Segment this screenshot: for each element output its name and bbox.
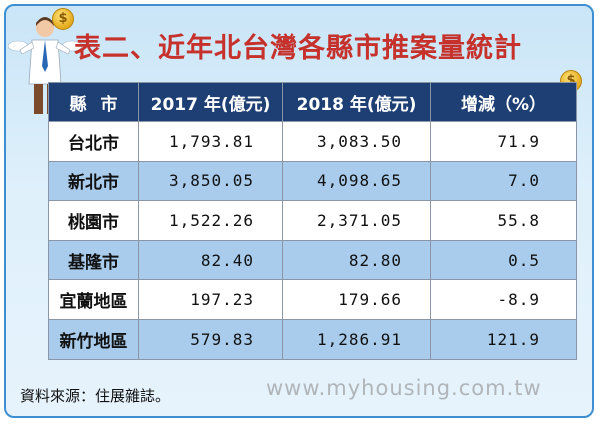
value-2018: 3,083.50 [282,121,431,162]
region-name: 桃園市 [48,200,139,241]
table-row: 新北市 3,850.05 4,098.65 7.0 [48,160,577,202]
table-row: 桃園市 1,522.26 2,371.05 55.8 [48,200,577,241]
value-2018: 1,286.91 [282,318,431,360]
region-name: 基隆市 [48,239,139,281]
value-2017: 1,522.26 [138,200,283,241]
value-2017: 1,793.81 [138,121,283,162]
value-change: 71.9 [430,121,577,162]
value-2017: 579.83 [138,318,283,360]
value-change: 121.9 [430,318,577,360]
statistics-table: 縣市 2017 年(億元) 2018 年(億元) 增減（%） 台北市 1,793… [48,82,577,360]
dollar-coin-icon: $ [52,8,74,30]
table-row: 新竹地區 579.83 1,286.91 121.9 [48,318,577,360]
region-name: 新竹地區 [48,318,139,360]
value-change: -8.9 [430,279,577,320]
source-note: 資料來源：住展雜誌。 [20,387,171,405]
column-header-2018: 2018 年(億元) [282,82,431,122]
table-header-row: 縣市 2017 年(億元) 2018 年(億元) 增減（%） [48,82,577,122]
page-title: 表二、近年北台灣各縣市推案量統計 [74,33,522,64]
value-2017: 197.23 [138,279,283,320]
column-header-change: 增減（%） [430,82,577,122]
column-header-2017: 2017 年(億元) [138,82,283,122]
region-name: 宜蘭地區 [48,279,139,320]
value-2018: 179.66 [282,279,431,320]
value-2018: 2,371.05 [282,200,431,241]
region-name: 新北市 [48,160,139,202]
table-row: 基隆市 82.40 82.80 0.5 [48,239,577,281]
region-name: 台北市 [48,121,139,162]
table-row: 台北市 1,793.81 3,083.50 71.9 [48,121,577,162]
column-header-region: 縣市 [48,82,139,122]
table-row: 宜蘭地區 197.23 179.66 -8.9 [48,279,577,320]
value-change: 7.0 [430,160,577,202]
value-2018: 4,098.65 [282,160,431,202]
website-watermark: www.myhousing.com.tw [266,376,542,400]
value-2017: 3,850.05 [138,160,283,202]
value-2017: 82.40 [138,239,283,281]
value-change: 55.8 [430,200,577,241]
value-change: 0.5 [430,239,577,281]
value-2018: 82.80 [282,239,431,281]
